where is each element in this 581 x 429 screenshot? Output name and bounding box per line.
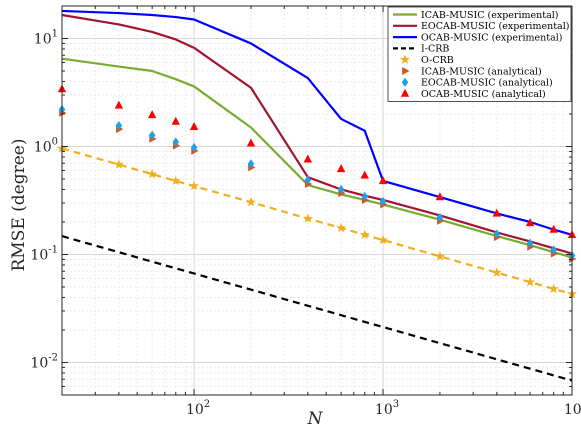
tick-labels: 102 103 104 10-2 10-1 100 101 — [30, 29, 581, 418]
series-point-6 — [115, 121, 123, 131]
series-point-6 — [148, 130, 156, 140]
legend-swatch-5 — [402, 67, 410, 75]
series-point-7 — [246, 138, 256, 147]
legend-swatch-7 — [400, 88, 410, 97]
legend-label-2: OCAB-MUSIC (experimental) — [421, 32, 563, 43]
series-point-4 — [113, 159, 124, 169]
series-point-6 — [493, 229, 501, 239]
series-point-4 — [525, 276, 536, 287]
legend-swatch-6 — [401, 77, 409, 87]
series-point-6 — [526, 238, 534, 248]
x-tick-label: 102 — [186, 399, 210, 418]
series-point-7 — [303, 154, 313, 163]
series-line-2 — [61, 9, 573, 236]
series-point-6 — [379, 196, 387, 207]
series-point-6 — [337, 184, 345, 195]
series-point-4 — [336, 222, 347, 233]
legend-label-7: OCAB-MUSIC (analytical) — [421, 89, 546, 100]
x-axis-label: N — [307, 409, 324, 429]
y-axis-label: RMSE (degree) — [9, 138, 29, 271]
y-tick-label: 100 — [34, 137, 58, 156]
series-point-4 — [491, 267, 502, 277]
series-point-4 — [170, 175, 181, 186]
legend: ICAB-MUSIC (experimental)EOCAB-MUSIC (ex… — [387, 6, 572, 102]
series-point-7 — [336, 164, 346, 173]
series-point-7 — [171, 116, 180, 125]
series-point-7 — [189, 122, 199, 131]
series-point-6 — [247, 159, 255, 169]
legend-label-3: I-CRB — [421, 44, 449, 55]
series-point-4 — [359, 229, 370, 240]
series-point-6 — [190, 142, 198, 153]
series-point-6 — [550, 245, 557, 255]
y-tick-label: 101 — [34, 29, 58, 48]
y-tick-label: 10-1 — [30, 244, 58, 263]
series-point-4 — [434, 251, 445, 261]
legend-label-4: O-CRB — [421, 55, 454, 66]
series-point-7 — [492, 208, 502, 217]
series-markers — [57, 84, 577, 299]
x-tick-label: 103 — [375, 399, 399, 418]
series-point-6 — [172, 137, 180, 147]
series-point-6 — [361, 191, 369, 202]
series-line-3 — [61, 235, 573, 382]
legend-label-1: EOCAB-MUSIC (experimental) — [421, 21, 569, 32]
axes-box — [61, 5, 573, 396]
series-point-4 — [302, 213, 313, 223]
series-point-7 — [525, 218, 535, 227]
series-point-7 — [549, 224, 558, 233]
series-point-4 — [378, 234, 388, 245]
series-point-7 — [435, 192, 445, 201]
series-point-7 — [378, 176, 388, 185]
series-point-4 — [548, 283, 559, 294]
series-point-4 — [147, 168, 158, 179]
legend-label-0: ICAB-MUSIC (experimental) — [421, 10, 558, 21]
series-point-7 — [360, 170, 369, 179]
series-point-4 — [189, 180, 200, 191]
legend-label-5: ICAB-MUSIC (analytical) — [421, 66, 542, 77]
series-point-7 — [147, 110, 157, 119]
legend-swatch-4 — [400, 54, 410, 64]
series-point-6 — [436, 212, 444, 223]
legend-label-6: EOCAB-MUSIC (analytical) — [421, 78, 553, 89]
series-point-4 — [246, 197, 256, 207]
x-tick-label: 104 — [564, 399, 581, 418]
legend-box — [387, 6, 572, 102]
y-tick-label: 10-2 — [30, 352, 58, 371]
series-point-6 — [304, 175, 312, 185]
series-point-7 — [114, 100, 124, 109]
